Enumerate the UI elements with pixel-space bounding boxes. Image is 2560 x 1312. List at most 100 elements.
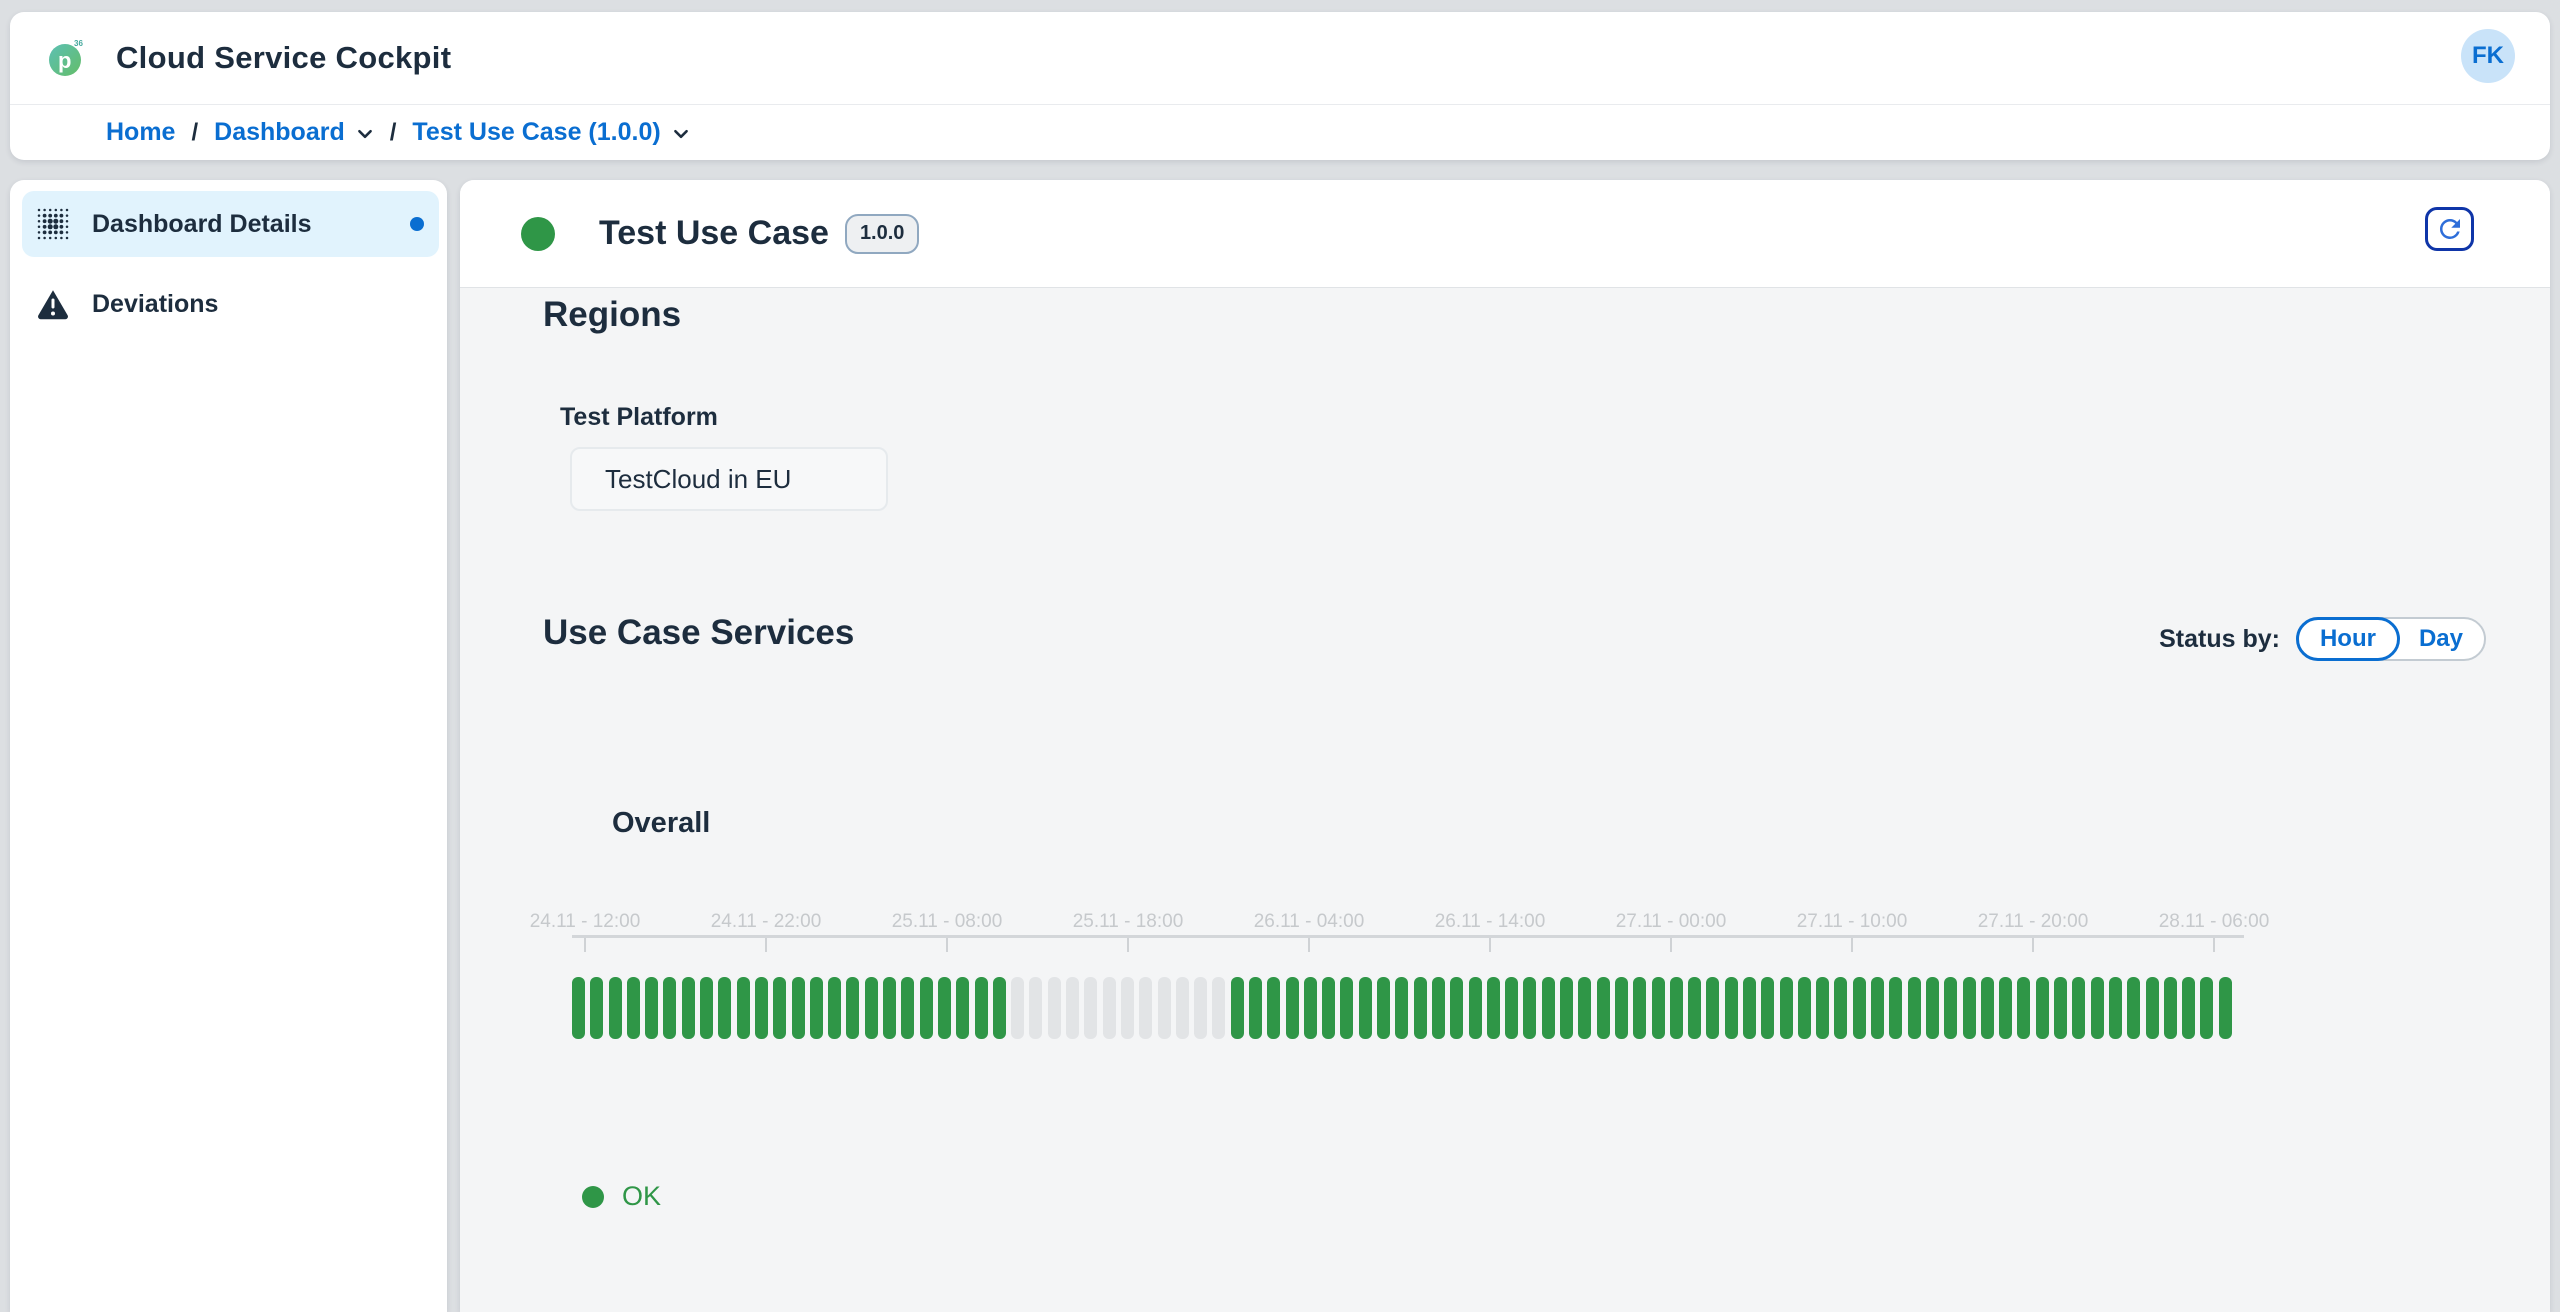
status-bar-ok[interactable] xyxy=(2054,977,2068,1039)
status-bar-ok[interactable] xyxy=(1377,977,1391,1039)
status-bar-ok[interactable] xyxy=(2218,977,2232,1039)
chevron-down-icon[interactable] xyxy=(356,125,374,143)
status-bar-ok[interactable] xyxy=(974,977,988,1039)
status-bar-ok[interactable] xyxy=(901,977,915,1039)
status-bar-no_data[interactable] xyxy=(1066,977,1080,1039)
app-logo-icon[interactable]: p 36 xyxy=(48,38,86,78)
status-bar-ok[interactable] xyxy=(1889,977,1903,1039)
status-bar-ok[interactable] xyxy=(2035,977,2049,1039)
status-bar-ok[interactable] xyxy=(1230,977,1244,1039)
status-bar-ok[interactable] xyxy=(846,977,860,1039)
status-bar-ok[interactable] xyxy=(1761,977,1775,1039)
status-bar-ok[interactable] xyxy=(937,977,951,1039)
status-bar-ok[interactable] xyxy=(2017,977,2031,1039)
status-bar-ok[interactable] xyxy=(1816,977,1830,1039)
status-bar-ok[interactable] xyxy=(1248,977,1262,1039)
status-bar-ok[interactable] xyxy=(1285,977,1299,1039)
status-bar-ok[interactable] xyxy=(1267,977,1281,1039)
status-bar-ok[interactable] xyxy=(2090,977,2104,1039)
status-bar-ok[interactable] xyxy=(1779,977,1793,1039)
status-bar-ok[interactable] xyxy=(2127,977,2141,1039)
status-bar-ok[interactable] xyxy=(1651,977,1665,1039)
status-bar-ok[interactable] xyxy=(992,977,1006,1039)
status-bar-ok[interactable] xyxy=(1395,977,1409,1039)
status-bar-ok[interactable] xyxy=(809,977,823,1039)
status-bar-ok[interactable] xyxy=(1706,977,1720,1039)
status-bar-ok[interactable] xyxy=(773,977,787,1039)
status-bar-ok[interactable] xyxy=(608,977,622,1039)
status-bar-no_data[interactable] xyxy=(1011,977,1025,1039)
status-bar-no_data[interactable] xyxy=(1029,977,1043,1039)
status-bar-ok[interactable] xyxy=(590,977,604,1039)
status-bar-ok[interactable] xyxy=(1450,977,1464,1039)
status-bar-ok[interactable] xyxy=(1303,977,1317,1039)
status-bar-ok[interactable] xyxy=(572,977,585,1039)
status-bar-ok[interactable] xyxy=(1431,977,1445,1039)
status-bar-ok[interactable] xyxy=(1486,977,1500,1039)
status-bar-no_data[interactable] xyxy=(1157,977,1171,1039)
status-bar-no_data[interactable] xyxy=(1175,977,1189,1039)
status-bar-ok[interactable] xyxy=(1614,977,1628,1039)
status-bar-ok[interactable] xyxy=(1688,977,1702,1039)
status-bar-no_data[interactable] xyxy=(1047,977,1061,1039)
status-bar-ok[interactable] xyxy=(1944,977,1958,1039)
status-bar-ok[interactable] xyxy=(1358,977,1372,1039)
status-bar-ok[interactable] xyxy=(791,977,805,1039)
status-bar-ok[interactable] xyxy=(828,977,842,1039)
status-bar-ok[interactable] xyxy=(1340,977,1354,1039)
status-bar-ok[interactable] xyxy=(2072,977,2086,1039)
status-bar-ok[interactable] xyxy=(1413,977,1427,1039)
status-bar-ok[interactable] xyxy=(864,977,878,1039)
status-bar-ok[interactable] xyxy=(1578,977,1592,1039)
status-bar-ok[interactable] xyxy=(1797,977,1811,1039)
status-bar-ok[interactable] xyxy=(1560,977,1574,1039)
status-bar-ok[interactable] xyxy=(681,977,695,1039)
status-bar-ok[interactable] xyxy=(2200,977,2214,1039)
status-bar-ok[interactable] xyxy=(1633,977,1647,1039)
status-bar-ok[interactable] xyxy=(956,977,970,1039)
status-bar-ok[interactable] xyxy=(1907,977,1921,1039)
breadcrumb-home[interactable]: Home xyxy=(106,118,175,147)
status-bar-ok[interactable] xyxy=(1743,977,1756,1039)
status-bar-ok[interactable] xyxy=(1999,977,2013,1039)
status-bar-ok[interactable] xyxy=(1724,977,1738,1039)
status-bar-no_data[interactable] xyxy=(1212,977,1226,1039)
status-bar-ok[interactable] xyxy=(1980,977,1994,1039)
region-chip[interactable]: TestCloud in EU xyxy=(570,447,888,511)
toggle-hour-button[interactable]: Hour xyxy=(2295,617,2400,661)
status-bar-ok[interactable] xyxy=(1468,977,1482,1039)
status-bar-ok[interactable] xyxy=(626,977,640,1039)
status-bar-ok[interactable] xyxy=(1523,977,1537,1039)
status-bar-ok[interactable] xyxy=(1596,977,1610,1039)
status-bar-ok[interactable] xyxy=(919,977,933,1039)
status-bar-ok[interactable] xyxy=(2145,977,2159,1039)
status-bar-ok[interactable] xyxy=(1541,977,1555,1039)
chevron-down-icon[interactable] xyxy=(672,125,690,143)
status-bar-ok[interactable] xyxy=(645,977,659,1039)
status-bar-ok[interactable] xyxy=(883,977,897,1039)
refresh-button[interactable] xyxy=(2425,207,2474,251)
sidebar-item-deviations[interactable]: Deviations xyxy=(22,274,439,334)
status-bar-no_data[interactable] xyxy=(1194,977,1208,1039)
status-bar-ok[interactable] xyxy=(1669,977,1683,1039)
status-bar-no_data[interactable] xyxy=(1139,977,1153,1039)
status-bar-ok[interactable] xyxy=(2108,977,2122,1039)
status-bars[interactable] xyxy=(572,977,2232,1039)
status-bar-no_data[interactable] xyxy=(1084,977,1098,1039)
status-bar-ok[interactable] xyxy=(1925,977,1939,1039)
status-bar-ok[interactable] xyxy=(663,977,677,1039)
status-bar-ok[interactable] xyxy=(718,977,732,1039)
status-bar-ok[interactable] xyxy=(736,977,750,1039)
status-bar-ok[interactable] xyxy=(754,977,768,1039)
breadcrumb-use-case[interactable]: Test Use Case (1.0.0) xyxy=(412,118,689,147)
status-bar-ok[interactable] xyxy=(1834,977,1848,1039)
status-bar-ok[interactable] xyxy=(1505,977,1519,1039)
status-bar-ok[interactable] xyxy=(1852,977,1866,1039)
status-bar-no_data[interactable] xyxy=(1120,977,1134,1039)
status-bar-ok[interactable] xyxy=(1322,977,1336,1039)
breadcrumb-dashboard[interactable]: Dashboard xyxy=(214,118,374,147)
toggle-day-button[interactable]: Day xyxy=(2418,625,2463,652)
avatar[interactable]: FK xyxy=(2461,29,2515,83)
status-bar-ok[interactable] xyxy=(2182,977,2196,1039)
status-bar-ok[interactable] xyxy=(2163,977,2177,1039)
